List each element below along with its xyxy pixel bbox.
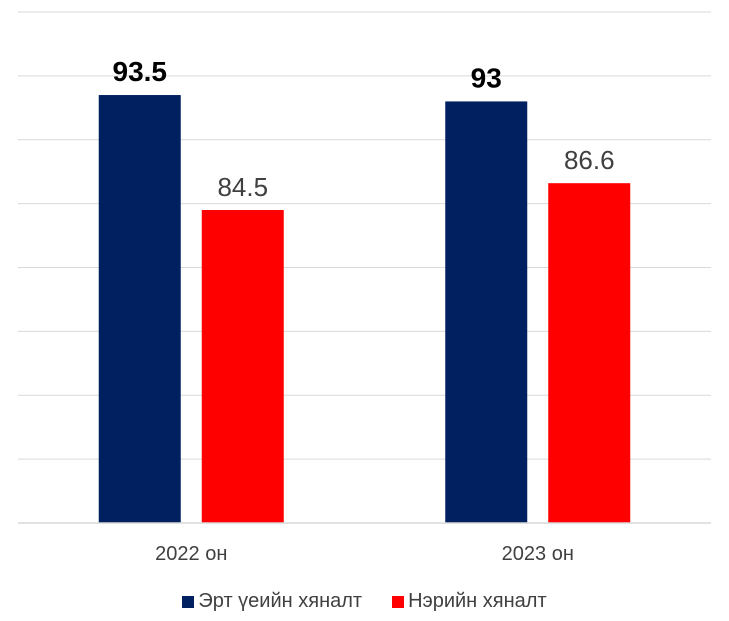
data-label-series-1-cat-0: 84.5 xyxy=(217,172,268,202)
data-label-series-0-cat-1: 93 xyxy=(471,62,502,93)
legend-swatch-series-0 xyxy=(182,595,195,608)
bar-series-0-cat-0 xyxy=(98,95,181,523)
bar-series-1-cat-1 xyxy=(548,183,631,523)
legend-swatch-series-1 xyxy=(392,595,405,608)
data-label-series-1-cat-1: 86.6 xyxy=(564,145,615,175)
x-axis: 2022 он 2023 он xyxy=(18,522,711,565)
data-labels: 93.5 84.5 93 86.6 xyxy=(113,56,615,202)
bar-series-1-cat-0 xyxy=(201,210,284,523)
bar-series-0-cat-1 xyxy=(445,101,528,524)
legend: Эрт үеийн хяналт Нэрийн хяналт xyxy=(0,590,729,613)
legend-label-series-1: Нэрийн хяналт xyxy=(408,590,547,612)
data-label-series-0-cat-0: 93.5 xyxy=(113,56,168,87)
bars xyxy=(98,95,631,524)
legend-label-series-0: Эрт үеийн хяналт xyxy=(198,590,363,612)
legend-item-series-0: Эрт үеийн хяналт xyxy=(182,590,362,613)
legend-item-series-1: Нэрийн хяналт xyxy=(392,590,547,613)
x-tick-label-1: 2023 он xyxy=(502,543,574,565)
x-tick-label-0: 2022 он xyxy=(155,543,227,565)
